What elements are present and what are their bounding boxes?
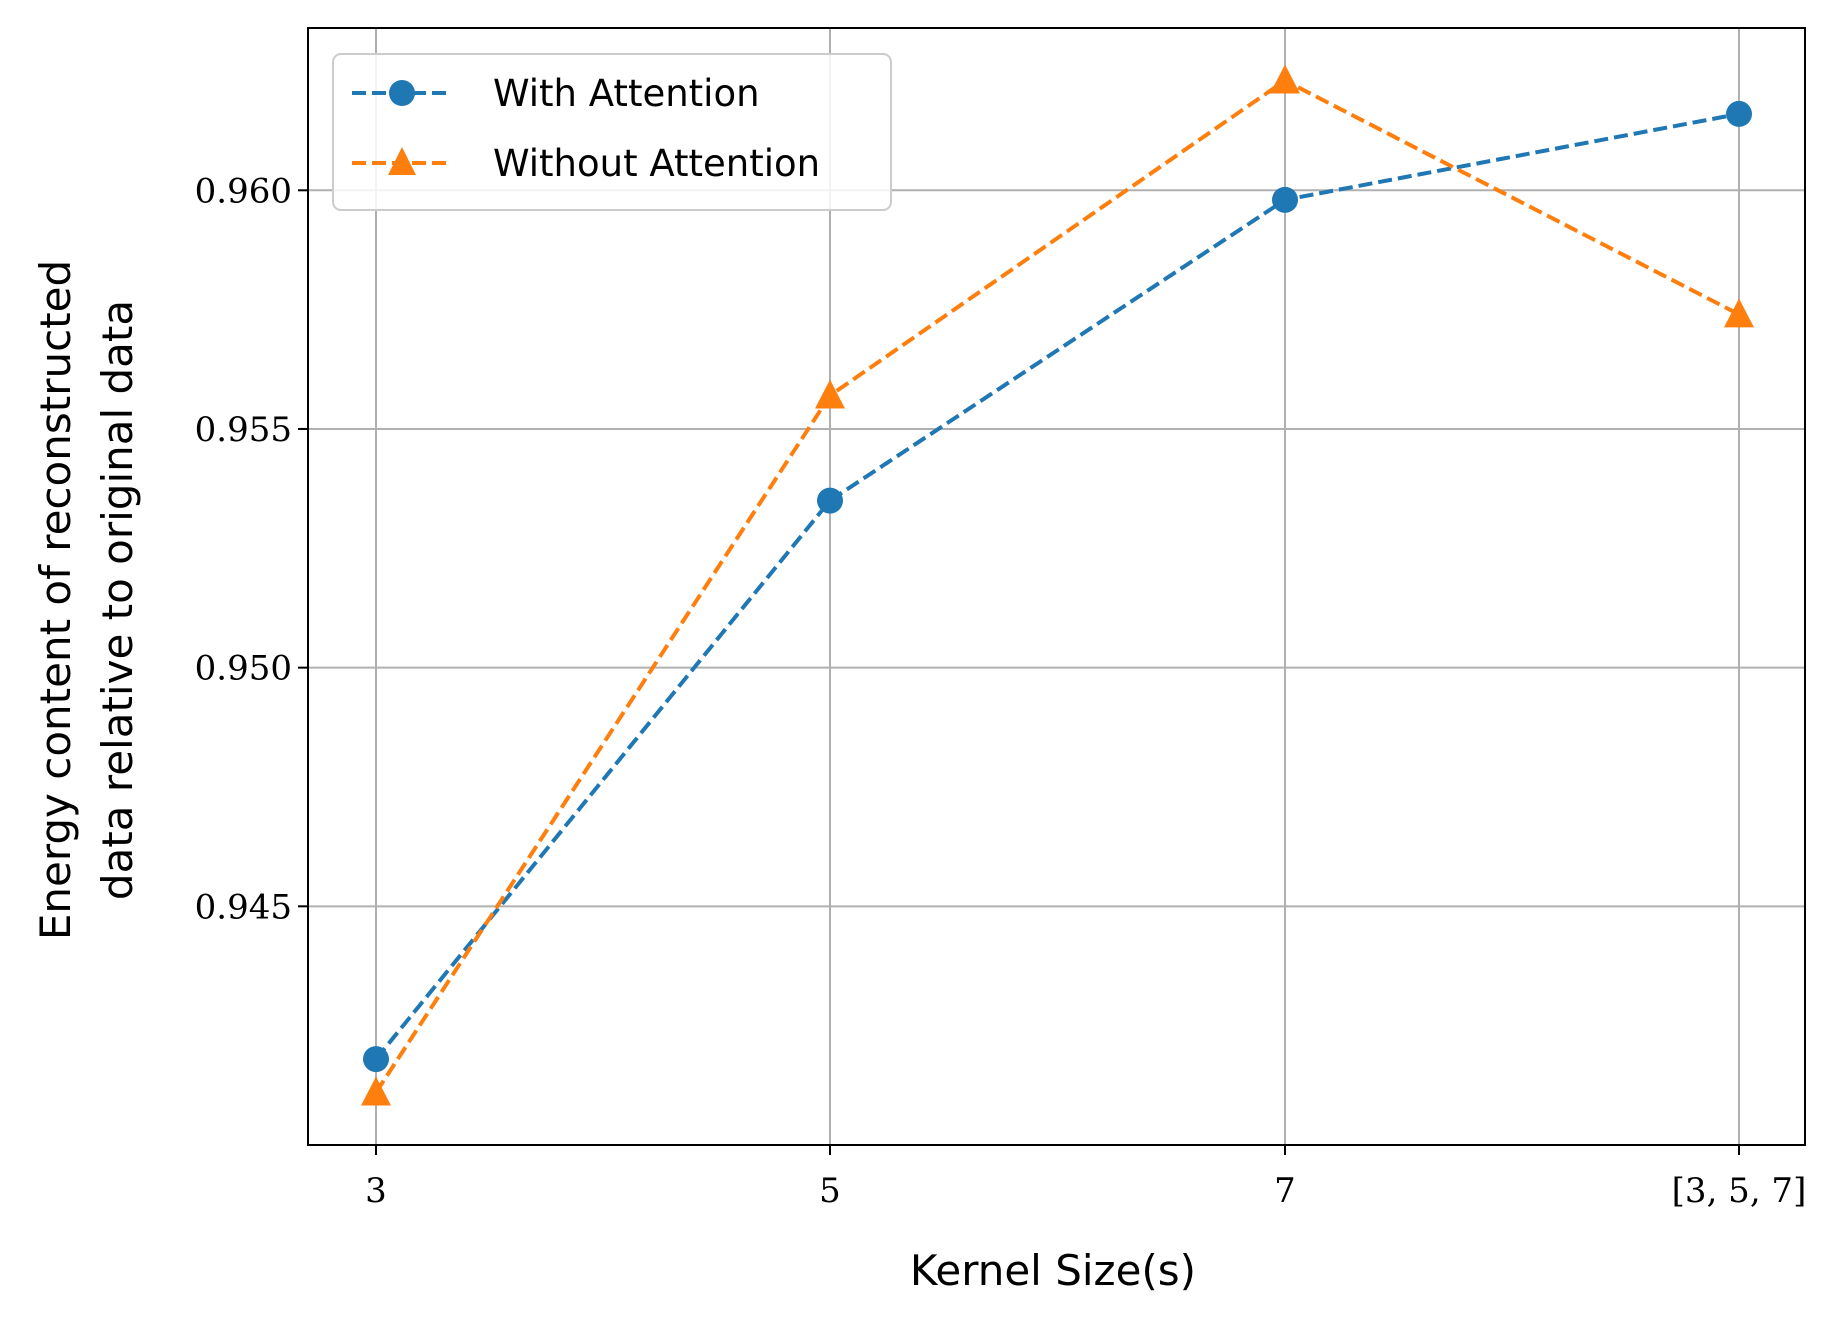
ticks: 3 5 7 [3, 5, 7] 0.945 0.950 0.955 0.960 — [195, 171, 1807, 1211]
series-line — [376, 81, 1739, 1093]
y-tick-label: 0.945 — [195, 887, 292, 927]
x-tick-label: 7 — [1274, 1171, 1296, 1211]
y-axis-title-line-2: data relative to original data — [93, 300, 142, 900]
y-axis-title: Energy content of reconstructed data rel… — [31, 260, 142, 940]
data-point-circle — [1726, 101, 1752, 127]
series-layer — [361, 65, 1754, 1106]
data-point-circle — [363, 1046, 389, 1072]
legend-label-with-attention: With Attention — [493, 72, 760, 115]
x-tick-label: [3, 5, 7] — [1672, 1171, 1807, 1211]
x-tick-label: 5 — [819, 1171, 841, 1211]
data-point-circle — [1272, 187, 1298, 213]
y-axis-title-line-1: Energy content of reconstructed — [31, 260, 80, 940]
y-tick-label: 0.955 — [195, 410, 292, 450]
x-axis-title: Kernel Size(s) — [910, 1246, 1196, 1295]
series-line — [376, 114, 1739, 1059]
legend: With Attention Without Attention — [333, 54, 891, 210]
data-point-triangle — [361, 1076, 391, 1105]
legend-label-without-attention: Without Attention — [493, 142, 820, 185]
data-point-triangle — [1270, 65, 1300, 94]
y-tick-label: 0.950 — [195, 649, 292, 689]
legend-marker-circle — [389, 80, 415, 106]
data-point-circle — [817, 488, 843, 514]
series-without-attention — [361, 65, 1754, 1106]
data-point-triangle — [815, 380, 845, 409]
y-tick-label: 0.960 — [195, 171, 292, 211]
series-with-attention — [363, 101, 1752, 1072]
x-tick-label: 3 — [365, 1171, 387, 1211]
data-point-triangle — [1724, 298, 1754, 327]
